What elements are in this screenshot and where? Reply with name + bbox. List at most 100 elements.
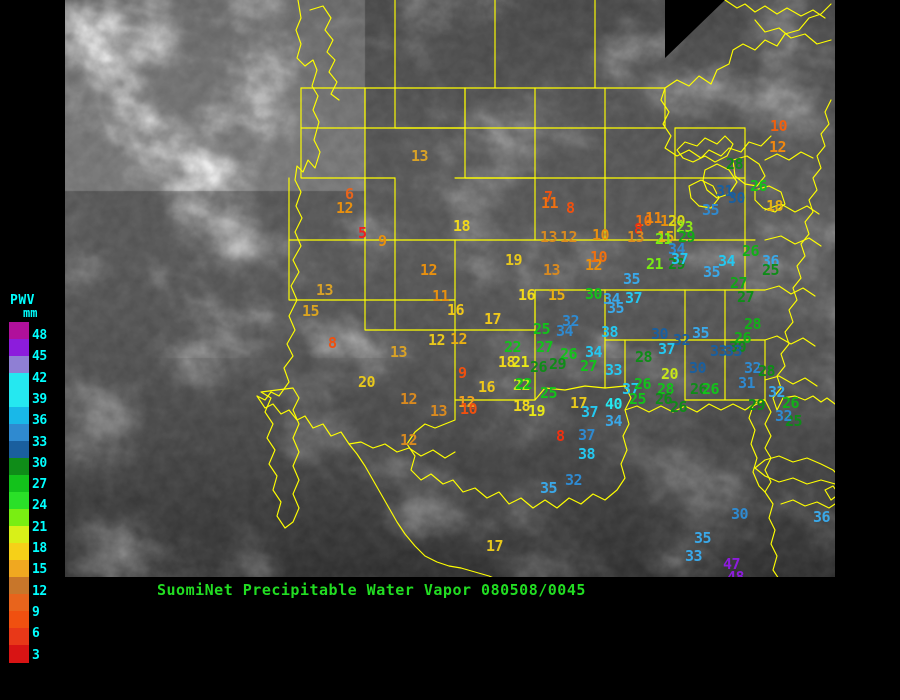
colorbar-tick-label: 39 (32, 391, 47, 407)
pwv-station-value: 27 (536, 338, 554, 356)
pwv-station-value: 26 (750, 177, 768, 195)
pwv-station-value: 18 (766, 197, 784, 215)
pwv-station-value: 36 (813, 508, 831, 526)
pwv-station-value: 11 (432, 287, 450, 305)
pwv-station-value: 28 (635, 348, 653, 366)
pwv-station-value: 12 (400, 390, 418, 408)
pwv-station-value: 29 (678, 228, 696, 246)
pwv-station-value: 9 (458, 364, 467, 382)
colorbar-segment (9, 645, 29, 663)
pwv-station-value: 16 (518, 286, 536, 304)
pwv-station-value: 28 (657, 380, 675, 398)
colorbar-segment (9, 373, 29, 391)
pwv-station-value: 28 (758, 362, 776, 380)
pwv-station-value: 18 (453, 217, 471, 235)
pwv-station-value: 32 (768, 383, 786, 401)
pwv-station-value: 12 (428, 331, 446, 349)
pwv-station-value: 25 (533, 320, 551, 338)
pwv-station-value: 13 (540, 228, 558, 246)
pwv-station-value: 9 (378, 232, 387, 250)
colorbar-segment (9, 475, 29, 493)
image-title: SuomiNet Precipitable Water Vapor 080508… (157, 581, 586, 599)
colorbar-tick-label: 15 (32, 562, 47, 578)
colorbar-segment (9, 594, 29, 612)
pwv-station-value: 29 (549, 355, 567, 373)
pwv-station-value: 33 (685, 547, 703, 565)
pwv-station-value: 8 (556, 427, 565, 445)
pwv-station-value: 26 (670, 398, 688, 416)
pwv-station-value: 12 (660, 212, 678, 230)
pwv-station-value: 37 (578, 426, 596, 444)
pwv-station-value: 30 (651, 325, 669, 343)
pwv-station-value: 31 (716, 182, 734, 200)
pwv-station-value: 47 (723, 555, 741, 573)
colorbar-segment (9, 441, 29, 459)
pwv-station-value: 22 (513, 376, 531, 394)
pwv-station-value: 26 (742, 242, 760, 260)
pwv-station-value: 13 (627, 228, 645, 246)
colorbar-segment (9, 407, 29, 425)
pwv-station-value: 34 (718, 252, 736, 270)
pwv-station-value: 33 (605, 361, 623, 379)
pwv-station-value: 35 (703, 263, 721, 281)
pwv-station-value: 12 (450, 330, 468, 348)
pwv-station-value: 10 (635, 212, 653, 230)
pwv-station-value: 30 (689, 359, 707, 377)
pwv-station-value: 15 (548, 286, 566, 304)
colorbar-segment (9, 339, 29, 357)
colorbar-tick-label: 48 (32, 328, 47, 343)
pwv-station-value: 20 (668, 212, 686, 230)
pwv-station-value: 37 (671, 250, 689, 268)
pwv-station-value: 26 (782, 394, 800, 412)
pwv-station-value: 7 (544, 188, 553, 206)
pwv-station-value: 13 (543, 261, 561, 279)
pwv-station-value: 40 (605, 395, 623, 413)
pwv-station-value: 21 (646, 255, 664, 273)
colorbar-segment (9, 424, 29, 442)
pwv-station-value: 8 (566, 199, 575, 217)
pwv-station-value: 12 (560, 228, 578, 246)
pwv-station-value: 26 (690, 380, 708, 398)
pwv-station-value: 10 (770, 117, 788, 135)
pwv-station-value: 48 (727, 568, 745, 578)
pwv-station-value: 37 (581, 403, 599, 421)
pwv-station-value: 28 (726, 155, 744, 173)
pwv-station-value: 35 (623, 270, 641, 288)
colorbar-segment (9, 543, 29, 561)
pwv-station-value: 12 (769, 138, 787, 156)
pwv-station-value: 37 (658, 340, 676, 358)
pwv-station-value: 12 (336, 199, 354, 217)
pwv-station-value: 22 (504, 338, 522, 356)
pwv-station-value: 23 (676, 218, 694, 236)
pwv-station-value: 30 (731, 505, 749, 523)
pwv-station-value: 32 (565, 471, 583, 489)
pwv-station-value: 34 (605, 412, 623, 430)
pwv-station-value: 37 (625, 289, 643, 307)
pwv-station-value: 10 (590, 248, 608, 266)
pwv-station-value: 22 (515, 375, 533, 393)
pwv-station-value: 12 (585, 256, 603, 274)
pwv-station-value: 19 (528, 402, 546, 420)
pwv-station-value: 25 (762, 261, 780, 279)
pwv-station-value: 27 (580, 357, 598, 375)
pwv-station-value: 31 (738, 374, 756, 392)
colorbar-tick-label: 33 (32, 434, 47, 450)
pwv-station-value: 35 (540, 479, 558, 497)
pwv-station-value: 34 (668, 240, 686, 258)
pwv-station-value: 20 (553, 576, 571, 578)
pwv-station-value: 26 (655, 390, 673, 408)
colorbar-segment (9, 509, 29, 527)
pwv-station-value: 26 (634, 375, 652, 393)
pwv-station-value: 18 (513, 397, 531, 415)
colorbar-segment (9, 356, 29, 374)
pwv-station-value: 8 (328, 334, 337, 352)
pwv-station-value: 35 (692, 324, 710, 342)
pwv-station-value: 10 (460, 400, 478, 418)
pwv-station-value: 37 (622, 380, 640, 398)
pwv-station-value: 25 (785, 412, 803, 430)
pwv-station-value: 29 (668, 255, 686, 273)
colorbar-tick-label: 9 (32, 604, 40, 620)
colorbar-area: 48 45 42 39 36 33 30 27 24 21 18 15 12 9 6 3 (0, 322, 62, 663)
pwv-station-value: 13 (411, 147, 429, 165)
